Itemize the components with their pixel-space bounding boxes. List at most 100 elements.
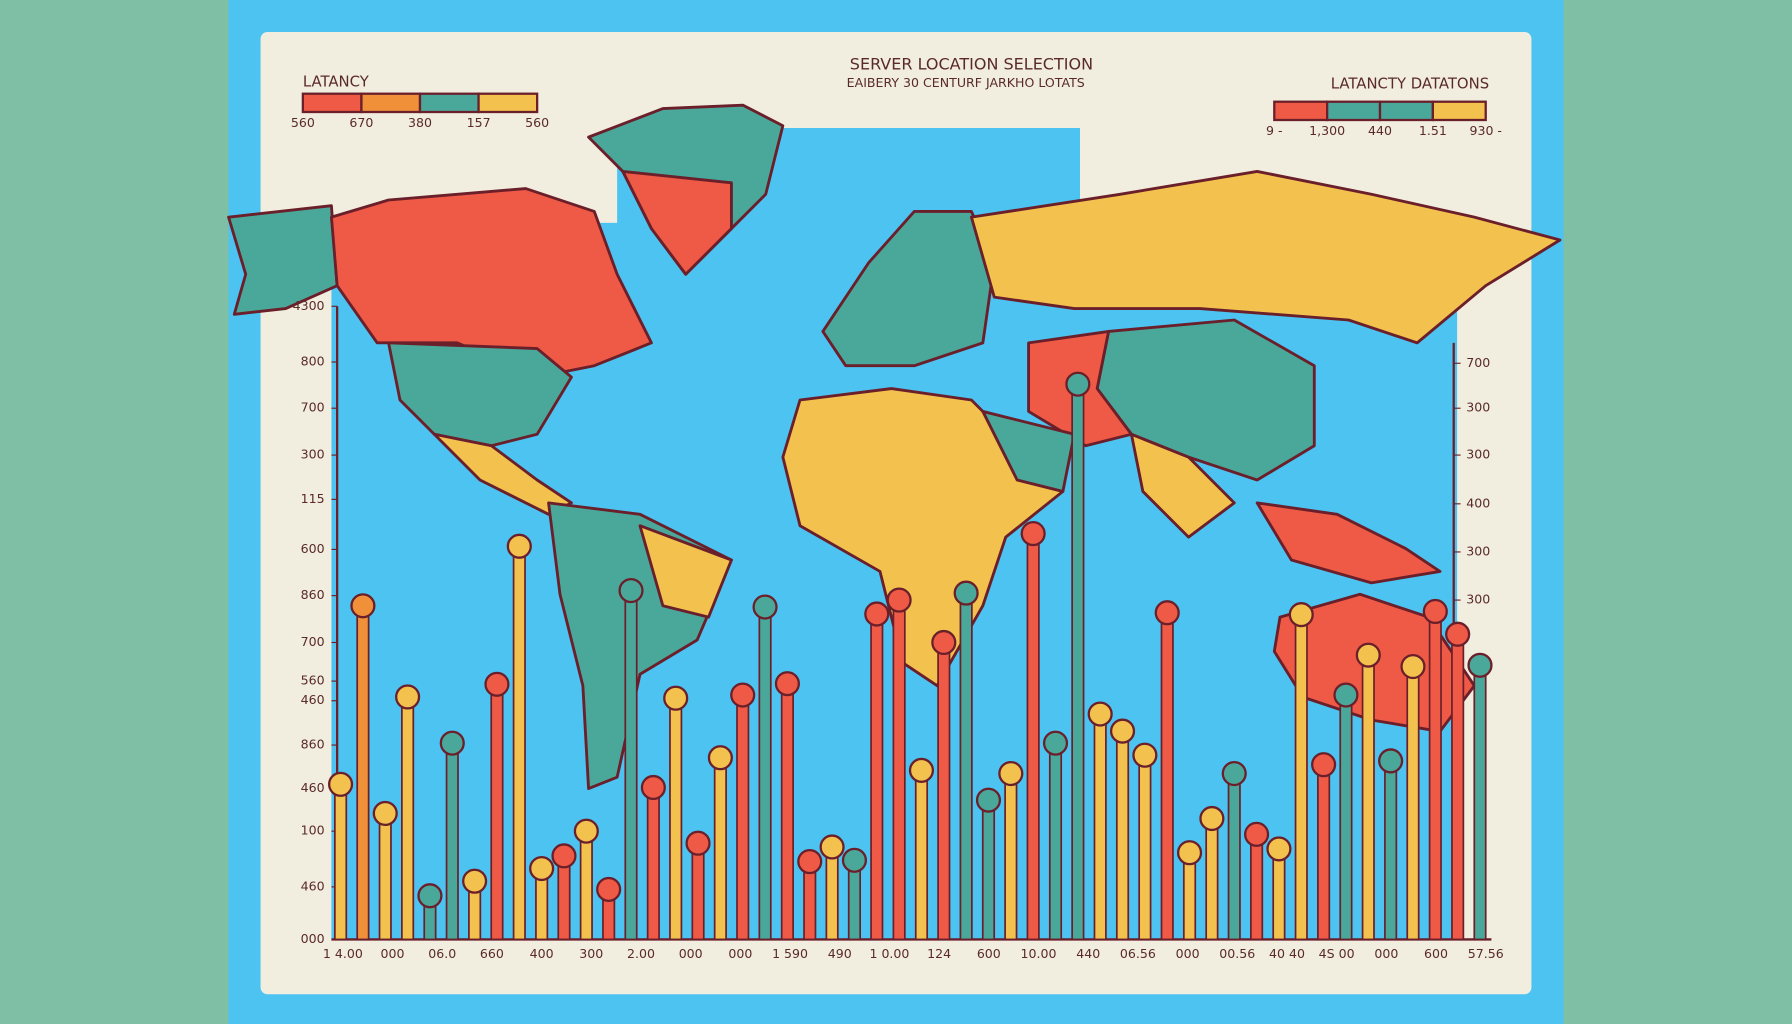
y-tick-label: 300 [301,447,325,462]
x-tick-label: 000 [1374,946,1398,961]
bar-head [841,847,868,873]
y-tick-label: 000 [301,931,325,946]
legend-swatch [1325,100,1382,122]
bar-head [1333,682,1359,708]
legend-swatch [1378,100,1434,122]
bar-head [864,601,890,627]
legend-label: 9 - [1266,123,1283,138]
bar [401,696,415,941]
bar-head [730,682,756,708]
y-tick-label: 460 [301,692,325,707]
y-tick-label: 560 [301,673,325,688]
bar [1361,654,1375,941]
bar [780,682,794,941]
chart-title: SERVER LOCATION SELECTION [850,55,1093,74]
bar [1026,532,1040,941]
x-tick-label: 1 590 [772,946,808,961]
legend-label: 930 - [1469,123,1502,138]
x-tick-label: 124 [927,946,951,961]
y2-tick-label: 400 [1466,495,1490,510]
bar [646,786,660,941]
bar-head [1378,748,1404,774]
bar [445,742,459,941]
legend-swatch [1273,100,1329,122]
legend-swatch [418,92,480,114]
bar [1428,610,1442,941]
bar-head [1355,642,1381,668]
bar-head [1445,621,1471,647]
y-tick-label: 115 [301,491,325,506]
bar-head [417,883,443,909]
bar-head [1311,752,1337,778]
y2-tick-label: 700 [1466,355,1490,370]
x-tick-label: 600 [977,946,1001,961]
bar-head [1065,371,1091,397]
legend-swatch [301,92,363,114]
bar-head [998,760,1024,787]
legend-title: LATANCTY DATATONS [1331,75,1489,93]
legend-label: 670 [349,115,373,130]
y-tick-label: 700 [301,634,325,649]
legend-swatch [360,92,422,114]
bar [959,592,973,941]
bar-head [685,830,711,856]
bar-head [1132,742,1158,768]
bar [334,783,348,941]
bar-head [640,774,666,801]
bar [736,694,750,941]
legend-label: 560 [525,115,549,130]
bar-head [752,594,778,620]
bar [512,545,526,941]
x-tick-label: 1 0.00 [869,946,909,961]
bar-head [506,533,532,559]
bar-head [1042,730,1069,756]
legend-label: 380 [408,115,432,130]
y2-tick-label: 300 [1466,447,1490,462]
bar-head [797,848,823,875]
bar [1272,848,1286,941]
bar-head [819,834,845,860]
bar-head [1109,718,1136,744]
bar [937,641,951,941]
bar-head [439,730,465,756]
world-map [227,103,1562,790]
bar [490,683,504,941]
bar-head [1422,598,1448,625]
bar [1317,763,1331,941]
bar-head [1154,600,1180,626]
bar-head [1221,760,1247,787]
bar [758,606,772,941]
y-tick-label: 860 [301,587,325,602]
x-tick-label: 06.56 [1120,946,1156,961]
bar-head [529,855,555,882]
x-tick-label: 000 [728,946,752,961]
x-tick-label: 600 [1424,946,1448,961]
legend-label: 440 [1368,123,1392,138]
bar-head [1266,836,1292,862]
bar [579,830,593,941]
x-tick-label: 00.56 [1219,946,1255,961]
legend-title: LATANCY [303,72,370,90]
bar-head [462,868,488,894]
bar-head [395,684,421,710]
x-tick-label: 40 40 [1269,946,1305,961]
x-tick-label: 000 [381,946,405,961]
y-tick-label: 600 [301,541,325,556]
bar-head [1020,521,1046,547]
bar-head [953,580,979,606]
x-tick-label: 490 [828,946,852,961]
bar [1071,383,1085,941]
bar [1294,613,1308,941]
bar [1205,817,1219,941]
x-tick-label: 660 [480,946,504,961]
y2-tick-label: 300 [1466,592,1490,607]
y-tick-label: 700 [301,400,325,415]
legend-label: 560 [291,115,315,130]
bar [1093,713,1107,941]
legend-label: 1,300 [1309,123,1345,138]
bar-head [350,593,376,619]
bar [378,812,392,941]
x-tick-label: 10.00 [1021,946,1057,961]
